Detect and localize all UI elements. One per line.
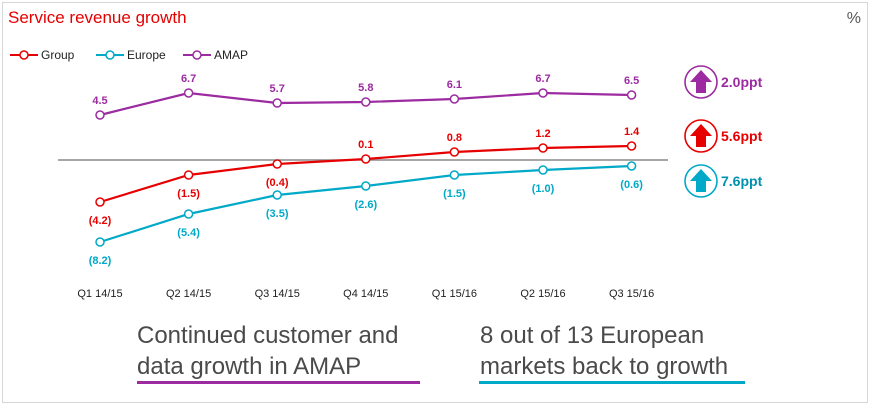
data-label-europe-3: (3.5) (266, 208, 289, 220)
data-label-europe-5: (1.5) (443, 188, 466, 200)
data-point-europe-4 (361, 181, 371, 191)
caption-amap-line-1: Continued customer and (137, 322, 399, 349)
data-label-amap-2: 6.7 (181, 73, 196, 85)
x-tick-label-q2-14-15: Q2 14/15 (166, 288, 211, 300)
chart-frame (2, 2, 868, 403)
legend-label-europe: Europe (127, 48, 166, 62)
data-label-amap-3: 5.7 (270, 83, 285, 95)
data-point-group-7 (626, 141, 637, 151)
up-arrow-icon-amap (690, 70, 712, 93)
caption-europe-line-2: markets back to growth (480, 353, 729, 380)
data-point-group-5 (449, 147, 460, 157)
x-tick-label-q2-15-16: Q2 15/16 (520, 288, 565, 300)
caption-europe-underline (479, 381, 745, 384)
data-point-europe-2 (183, 209, 194, 219)
data-label-amap-4: 5.8 (358, 82, 373, 94)
data-point-amap-2 (183, 88, 194, 98)
data-point-group-4 (361, 154, 371, 164)
caption-amap: Continued customer and data growth in AM… (137, 320, 399, 382)
change-label-group: 5.6ppt (721, 128, 763, 144)
x-tick-label-q1-14-15: Q1 14/15 (77, 288, 122, 300)
data-label-europe-1: (8.2) (89, 255, 112, 267)
x-tick-label-q3-15-16: Q3 15/16 (609, 288, 654, 300)
data-label-group-2: (1.5) (177, 188, 200, 200)
legend-marker-europe (105, 50, 115, 60)
data-point-group-3 (272, 159, 282, 169)
data-label-europe-7: (0.6) (620, 179, 643, 191)
data-point-europe-6 (538, 165, 548, 175)
data-point-group-2 (183, 170, 194, 180)
data-label-group-5: 0.8 (447, 132, 462, 144)
data-label-europe-2: (5.4) (177, 227, 200, 239)
data-point-amap-3 (272, 98, 282, 108)
data-label-amap-5: 6.1 (447, 79, 462, 91)
data-point-amap-1 (95, 110, 105, 120)
data-point-amap-5 (449, 94, 460, 104)
data-point-amap-6 (538, 88, 548, 98)
caption-amap-underline (137, 381, 420, 384)
legend-label-amap: AMAP (214, 48, 248, 62)
data-point-europe-1 (95, 237, 105, 247)
up-arrow-icon-group (690, 124, 712, 147)
caption-europe-line-1: 8 out of 13 European (480, 322, 705, 349)
data-label-europe-6: (1.0) (532, 183, 555, 195)
data-label-group-4: 0.1 (358, 139, 373, 151)
up-arrow-icon-europe (690, 169, 712, 192)
caption-europe: 8 out of 13 European markets back to gro… (480, 320, 728, 382)
data-label-amap-6: 6.7 (535, 73, 550, 85)
data-label-amap-7: 6.5 (624, 75, 639, 87)
data-label-group-7: 1.4 (624, 126, 640, 138)
x-tick-label-q4-14-15: Q4 14/15 (343, 288, 388, 300)
legend-marker-amap (192, 50, 202, 60)
data-point-europe-5 (449, 170, 460, 180)
legend-marker-group (19, 50, 29, 60)
data-label-group-6: 1.2 (535, 128, 550, 140)
data-label-group-3: (0.4) (266, 177, 289, 189)
change-label-europe: 7.6ppt (721, 173, 763, 189)
data-point-group-6 (538, 143, 548, 153)
data-point-amap-4 (361, 97, 371, 107)
data-point-europe-3 (272, 190, 282, 200)
data-label-group-1: (4.2) (89, 215, 112, 227)
data-point-europe-7 (626, 161, 637, 171)
x-tick-label-q1-15-16: Q1 15/16 (432, 288, 477, 300)
chart-title: Service revenue growth (8, 8, 187, 27)
data-label-europe-4: (2.6) (354, 199, 377, 211)
change-label-amap: 2.0ppt (721, 74, 763, 90)
legend-label-group: Group (41, 48, 75, 62)
data-point-amap-7 (626, 90, 637, 100)
data-point-group-1 (95, 197, 105, 207)
x-tick-label-q3-14-15: Q3 14/15 (255, 288, 300, 300)
unit-label: % (846, 10, 861, 27)
caption-amap-line-2: data growth in AMAP (137, 353, 362, 380)
data-label-amap-1: 4.5 (92, 95, 107, 107)
